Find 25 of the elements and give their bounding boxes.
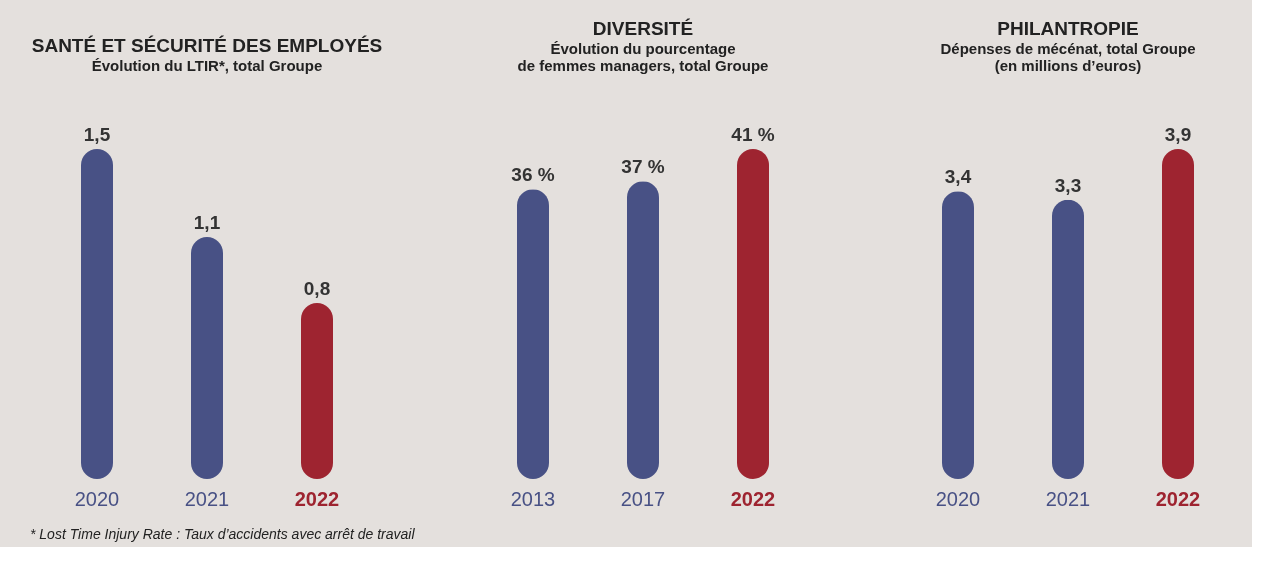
- data-label: 3,9: [1164, 124, 1192, 145]
- x-tick-label: 2020: [935, 487, 981, 510]
- data-label: 36 %: [511, 164, 555, 186]
- chart-subtitle: Dépenses de mécénat, total Groupe (en millions d’euros): [940, 40, 1196, 74]
- x-tick-label: 2022: [1155, 487, 1201, 510]
- text: * Lost Time Injury Rate : Taux d’accidents avec arrêt de travail: [30, 526, 416, 542]
- data-label: 41 %: [731, 124, 775, 145]
- data-label: 3,4: [944, 166, 972, 188]
- chart-subtitle: Évolution du pourcentage de femmes managers, total Groupe: [517, 40, 769, 74]
- data-label: 37 %: [621, 156, 665, 178]
- x-tick-label: 2022: [294, 487, 340, 510]
- chart-title: DIVERSITÉ: [592, 18, 694, 39]
- chart-subtitle: Évolution du LTIR*, total Groupe: [91, 57, 323, 74]
- x-tick-label: 2013: [510, 487, 556, 510]
- x-tick-label: 2021: [184, 487, 230, 510]
- x-tick-label: 2022: [730, 487, 776, 510]
- data-label: 0,8: [303, 278, 331, 299]
- chart-title: PHILANTROPIE: [997, 18, 1139, 39]
- chart-title: SANTÉ ET SÉCURITÉ DES EMPLOYÉS: [31, 35, 383, 56]
- x-tick-label: 2021: [1045, 487, 1091, 510]
- data-label: 1,5: [83, 124, 111, 145]
- x-tick-label: 2020: [74, 487, 120, 510]
- data-label: 1,1: [193, 212, 221, 233]
- data-label: 3,3: [1054, 174, 1082, 196]
- x-tick-label: 2017: [620, 487, 666, 510]
